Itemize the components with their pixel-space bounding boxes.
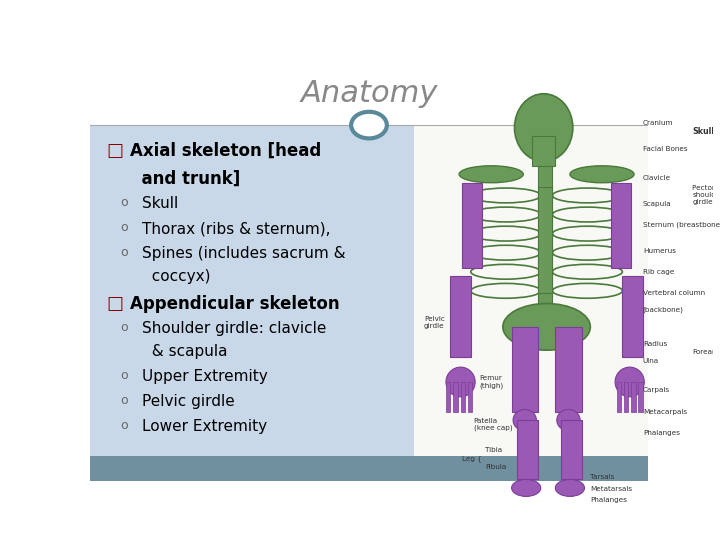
Text: Pelvic
girdle: Pelvic girdle: [424, 316, 445, 329]
Text: o: o: [121, 394, 128, 407]
FancyBboxPatch shape: [90, 125, 413, 456]
Text: Sternum (breastbone): Sternum (breastbone): [643, 222, 720, 228]
FancyBboxPatch shape: [90, 456, 648, 481]
Text: Leg {: Leg {: [462, 455, 482, 462]
Bar: [461, 382, 465, 411]
Text: Forearm: Forearm: [693, 349, 720, 355]
Text: Upper Extremity: Upper Extremity: [142, 369, 268, 384]
Bar: [561, 420, 582, 480]
Ellipse shape: [555, 480, 585, 496]
Text: Metacarpals: Metacarpals: [643, 409, 687, 415]
Bar: [622, 276, 643, 356]
Bar: [538, 166, 552, 310]
Bar: [624, 382, 629, 411]
Text: Tibia: Tibia: [485, 447, 503, 453]
Text: Rib cage: Rib cage: [643, 269, 674, 275]
Ellipse shape: [615, 367, 644, 397]
Text: Lower Extremity: Lower Extremity: [142, 418, 267, 434]
Text: Shoulder girdle: clavicle: Shoulder girdle: clavicle: [142, 321, 326, 336]
Text: Anatomy: Anatomy: [300, 79, 438, 109]
Text: Pectoral or
shoulder
girdle: Pectoral or shoulder girdle: [693, 185, 720, 205]
Text: Skull: Skull: [693, 127, 714, 137]
Text: □: □: [107, 295, 124, 313]
FancyBboxPatch shape: [413, 125, 648, 456]
Bar: [532, 136, 555, 166]
Text: Cranium: Cranium: [643, 120, 673, 126]
Bar: [468, 382, 472, 411]
Text: □: □: [107, 141, 124, 160]
Text: & scapula: & scapula: [142, 344, 228, 359]
Text: coccyx): coccyx): [142, 269, 210, 284]
Bar: [446, 382, 451, 411]
Bar: [631, 382, 636, 411]
Text: Scapula: Scapula: [643, 201, 672, 207]
Text: Carpals: Carpals: [643, 387, 670, 394]
Text: Thorax (ribs & sternum),: Thorax (ribs & sternum),: [142, 221, 330, 236]
Text: Fibula: Fibula: [485, 464, 507, 470]
Text: o: o: [121, 221, 128, 234]
Ellipse shape: [446, 367, 475, 397]
Bar: [462, 183, 482, 267]
Text: Tarsals: Tarsals: [590, 474, 615, 481]
Text: o: o: [121, 246, 128, 259]
Text: Radius: Radius: [643, 341, 667, 347]
Ellipse shape: [557, 409, 580, 431]
Text: o: o: [121, 369, 128, 382]
Text: Humerus: Humerus: [643, 247, 676, 254]
Bar: [451, 276, 471, 356]
Ellipse shape: [570, 166, 634, 183]
Bar: [454, 382, 458, 411]
Text: Ulna: Ulna: [643, 358, 659, 364]
Text: o: o: [121, 196, 128, 209]
Bar: [639, 382, 643, 411]
Text: and trunk]: and trunk]: [130, 170, 240, 188]
Bar: [512, 327, 538, 411]
Text: Clavicle: Clavicle: [643, 176, 671, 181]
Text: Phalanges: Phalanges: [590, 497, 627, 503]
Text: Appendicular skeleton: Appendicular skeleton: [130, 295, 340, 313]
Text: Patella
(knee cap): Patella (knee cap): [474, 417, 513, 431]
Text: Facial Bones: Facial Bones: [643, 146, 688, 152]
Circle shape: [351, 112, 387, 138]
Bar: [538, 187, 552, 293]
Bar: [616, 382, 621, 411]
Text: Spines (includes sacrum &: Spines (includes sacrum &: [142, 246, 346, 261]
Ellipse shape: [513, 409, 536, 431]
Ellipse shape: [515, 94, 573, 161]
Text: Vertebral column: Vertebral column: [643, 290, 705, 296]
Ellipse shape: [512, 480, 541, 496]
Text: Axial skeleton [head: Axial skeleton [head: [130, 141, 321, 160]
Text: Phalanges: Phalanges: [643, 430, 680, 436]
Bar: [555, 327, 582, 411]
Text: Skull: Skull: [142, 196, 178, 211]
Text: (backbone): (backbone): [643, 307, 684, 313]
Ellipse shape: [503, 303, 590, 350]
Text: Pelvic girdle: Pelvic girdle: [142, 394, 235, 409]
Text: Femur
(thigh): Femur (thigh): [480, 375, 504, 389]
Ellipse shape: [459, 166, 523, 183]
Bar: [611, 183, 631, 267]
Text: o: o: [121, 418, 128, 431]
Bar: [518, 420, 538, 480]
Text: Metatarsals: Metatarsals: [590, 486, 632, 492]
Text: o: o: [121, 321, 128, 334]
